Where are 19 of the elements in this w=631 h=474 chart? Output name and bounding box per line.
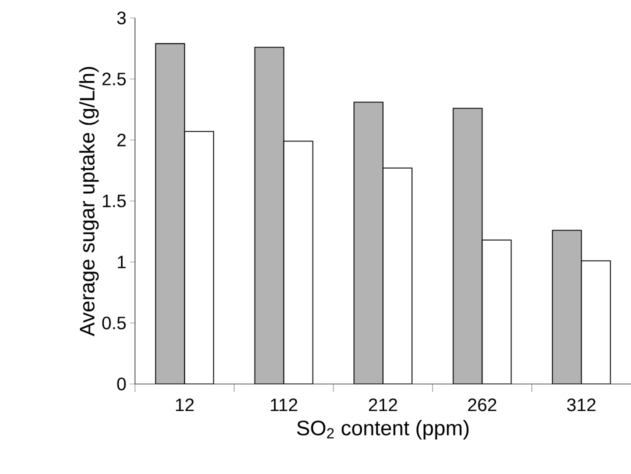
y-tick-label: 1 (118, 256, 126, 268)
y-tick-label: 2.5 (102, 72, 126, 86)
x-axis-title: SO$_{2}$ content (ppm) (297, 420, 469, 440)
bar (452, 108, 483, 384)
bar (155, 43, 186, 384)
bar (552, 230, 582, 384)
y-tick-label: 2 (117, 134, 126, 146)
y-tick-label: 0.5 (102, 316, 126, 330)
bar (354, 102, 384, 384)
y-tick-label: 3 (117, 12, 126, 24)
x-tick-label: 12 (176, 398, 194, 412)
y-tick-label: 0 (117, 378, 126, 390)
bar (254, 46, 284, 384)
x-tick-label: 212 (368, 398, 398, 412)
x-tick-label: 112 (270, 398, 298, 412)
y-axis-title: Average sugar uptake (g/L/h) (79, 67, 99, 336)
x-tick-label: 312 (567, 398, 596, 412)
y-tick-label: 1.5 (102, 194, 126, 208)
x-tick-label: 262 (468, 398, 496, 412)
